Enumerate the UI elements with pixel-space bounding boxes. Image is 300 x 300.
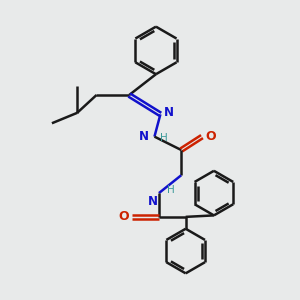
Text: N: N bbox=[147, 195, 158, 208]
Text: H: H bbox=[160, 133, 168, 143]
Text: O: O bbox=[206, 130, 216, 143]
Text: O: O bbox=[118, 210, 129, 224]
Text: N: N bbox=[164, 106, 174, 119]
Text: N: N bbox=[139, 130, 149, 143]
Text: H: H bbox=[167, 184, 175, 194]
